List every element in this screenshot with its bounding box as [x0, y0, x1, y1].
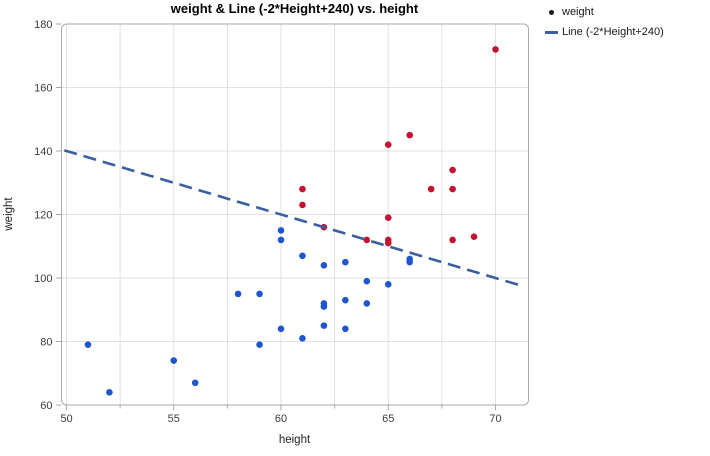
dashed-line-icon [544, 30, 558, 34]
data-point[interactable] [256, 341, 263, 348]
data-point[interactable] [470, 233, 478, 241]
data-point[interactable] [342, 258, 349, 266]
y-tick-label: 140 [34, 146, 52, 158]
data-point[interactable] [277, 236, 285, 244]
legend: weight Line (-2*Height+240) [540, 2, 708, 42]
data-point[interactable] [406, 255, 414, 263]
data-point[interactable] [492, 46, 499, 53]
data-point[interactable] [384, 141, 392, 148]
y-tick-label: 100 [34, 273, 52, 285]
data-point[interactable] [277, 227, 285, 234]
data-point[interactable] [342, 325, 349, 333]
data-point[interactable] [384, 236, 392, 244]
x-tick-label: 55 [168, 413, 180, 425]
data-point[interactable] [427, 185, 435, 193]
y-tick-label: 60 [40, 400, 52, 412]
data-point[interactable] [449, 166, 456, 174]
data-point[interactable] [449, 236, 456, 244]
x-tick-label: 50 [60, 413, 72, 425]
data-point[interactable] [106, 389, 113, 396]
data-point[interactable] [342, 296, 349, 304]
legend-item-line[interactable]: Line (-2*Height+240) [540, 22, 708, 42]
y-tick-label: 120 [34, 210, 52, 222]
data-point[interactable] [384, 281, 392, 288]
x-axis-label: height [278, 434, 311, 446]
data-point[interactable] [299, 185, 306, 193]
x-tick-label: 60 [275, 413, 287, 425]
data-point[interactable] [299, 335, 306, 342]
data-point[interactable] [191, 379, 199, 387]
legend-label: Line (-2*Height+240) [562, 26, 664, 38]
data-point[interactable] [320, 322, 328, 329]
data-point[interactable] [363, 277, 371, 285]
legend-label: weight [562, 6, 594, 18]
data-point[interactable] [363, 300, 371, 307]
data-point[interactable] [277, 325, 285, 333]
data-point[interactable] [320, 300, 328, 307]
scatter-dot-icon [548, 9, 554, 15]
data-point[interactable] [384, 214, 392, 221]
data-point[interactable] [406, 131, 414, 139]
data-point[interactable] [234, 290, 242, 298]
data-point[interactable] [449, 185, 456, 193]
y-tick-label: 80 [40, 337, 52, 349]
chart-title: weight & Line (-2*Height+240) vs. height [170, 1, 419, 16]
y-tick-label: 180 [34, 19, 52, 31]
data-point[interactable] [84, 341, 92, 348]
legend-dot-marker-box [540, 9, 562, 15]
data-point[interactable] [170, 357, 178, 364]
legend-item-weight[interactable]: weight [540, 2, 708, 22]
x-tick-label: 65 [382, 413, 394, 425]
data-point[interactable] [256, 290, 263, 298]
data-point[interactable] [299, 201, 306, 209]
data-point[interactable] [299, 252, 306, 260]
x-tick-label: 70 [489, 413, 501, 425]
legend-dash-marker-box [540, 30, 562, 34]
y-tick-label: 160 [34, 83, 52, 95]
data-point[interactable] [363, 236, 371, 244]
data-point[interactable] [320, 262, 328, 269]
